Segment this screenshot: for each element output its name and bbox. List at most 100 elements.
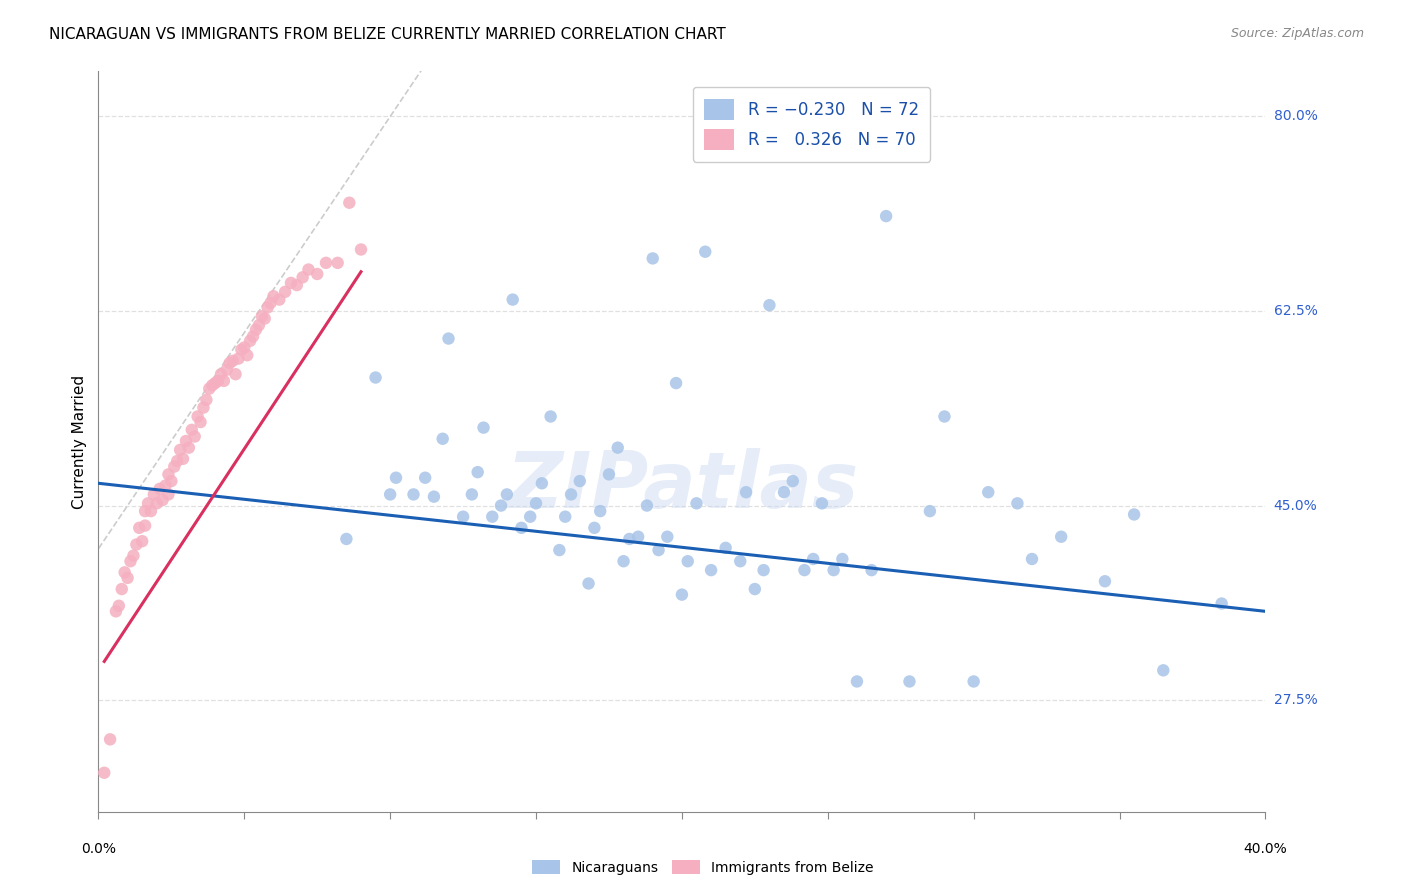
Point	[977, 485, 1000, 500]
Point	[139, 504, 162, 518]
Point	[207, 374, 229, 388]
Text: Source: ZipAtlas.com: Source: ZipAtlas.com	[1230, 27, 1364, 40]
Point	[647, 543, 669, 558]
Point	[627, 530, 650, 544]
Legend: Nicaraguans, Immigrants from Belize: Nicaraguans, Immigrants from Belize	[527, 855, 879, 880]
Point	[134, 504, 156, 518]
Point	[1007, 496, 1029, 510]
Point	[198, 382, 221, 396]
Y-axis label: Currently Married: Currently Married	[72, 375, 87, 508]
Point	[636, 499, 658, 513]
Point	[657, 530, 679, 544]
Point	[612, 554, 634, 568]
Point	[262, 289, 284, 303]
Point	[104, 604, 127, 618]
Point	[108, 599, 131, 613]
Point	[502, 293, 524, 307]
Point	[548, 543, 571, 558]
Point	[131, 534, 153, 549]
Point	[114, 566, 136, 580]
Point	[451, 509, 474, 524]
Point	[676, 554, 699, 568]
Point	[519, 509, 541, 524]
Point	[195, 392, 218, 407]
Point	[190, 415, 212, 429]
Point	[1094, 574, 1116, 589]
Point	[801, 552, 824, 566]
Point	[496, 487, 519, 501]
Point	[831, 552, 853, 566]
Point	[256, 301, 278, 315]
Point	[685, 496, 707, 510]
Point	[413, 471, 436, 485]
Point	[437, 332, 460, 346]
Point	[157, 487, 180, 501]
Point	[782, 474, 804, 488]
Point	[402, 487, 425, 501]
Point	[204, 376, 226, 390]
Point	[120, 554, 142, 568]
Point	[1050, 530, 1073, 544]
Point	[307, 267, 329, 281]
Point	[218, 356, 240, 370]
Text: NICARAGUAN VS IMMIGRANTS FROM BELIZE CURRENTLY MARRIED CORRELATION CHART: NICARAGUAN VS IMMIGRANTS FROM BELIZE CUR…	[49, 27, 725, 42]
Text: 0.0%: 0.0%	[82, 842, 115, 856]
Point	[125, 537, 148, 551]
Point	[671, 588, 693, 602]
Text: 27.5%: 27.5%	[1274, 693, 1317, 707]
Point	[714, 541, 737, 555]
Point	[209, 367, 232, 381]
Point	[174, 434, 197, 448]
Point	[461, 487, 484, 501]
Legend: R = −0.230   N = 72, R =   0.326   N = 70: R = −0.230 N = 72, R = 0.326 N = 70	[693, 87, 931, 161]
Point	[752, 563, 775, 577]
Point	[136, 496, 159, 510]
Point	[187, 409, 209, 424]
Point	[166, 454, 188, 468]
Point	[606, 441, 628, 455]
Point	[239, 334, 262, 348]
Point	[233, 341, 256, 355]
Point	[247, 318, 270, 333]
Point	[510, 521, 533, 535]
Point	[274, 285, 297, 299]
Point	[335, 532, 357, 546]
Point	[1123, 508, 1146, 522]
Point	[385, 471, 408, 485]
Point	[134, 518, 156, 533]
Point	[225, 367, 247, 381]
Point	[269, 293, 291, 307]
Point	[364, 370, 387, 384]
Point	[157, 467, 180, 482]
Text: 62.5%: 62.5%	[1274, 303, 1317, 318]
Point	[423, 490, 446, 504]
Point	[180, 423, 202, 437]
Point	[589, 504, 612, 518]
Point	[730, 554, 752, 568]
Point	[183, 429, 205, 443]
Point	[472, 420, 495, 434]
Point	[228, 351, 250, 366]
Point	[172, 451, 194, 466]
Point	[695, 244, 717, 259]
Point	[641, 252, 664, 266]
Point	[280, 276, 302, 290]
Point	[962, 674, 984, 689]
Point	[242, 329, 264, 343]
Point	[918, 504, 941, 518]
Point	[578, 576, 600, 591]
Point	[489, 499, 512, 513]
Point	[149, 482, 172, 496]
Point	[1021, 552, 1043, 566]
Text: 40.0%: 40.0%	[1243, 842, 1288, 856]
Point	[823, 563, 845, 577]
Point	[193, 401, 215, 415]
Point	[177, 441, 200, 455]
Point	[350, 243, 373, 257]
Point	[735, 485, 758, 500]
Text: 45.0%: 45.0%	[1274, 499, 1317, 513]
Point	[432, 432, 454, 446]
Point	[163, 459, 186, 474]
Point	[665, 376, 688, 390]
Point	[315, 256, 337, 270]
